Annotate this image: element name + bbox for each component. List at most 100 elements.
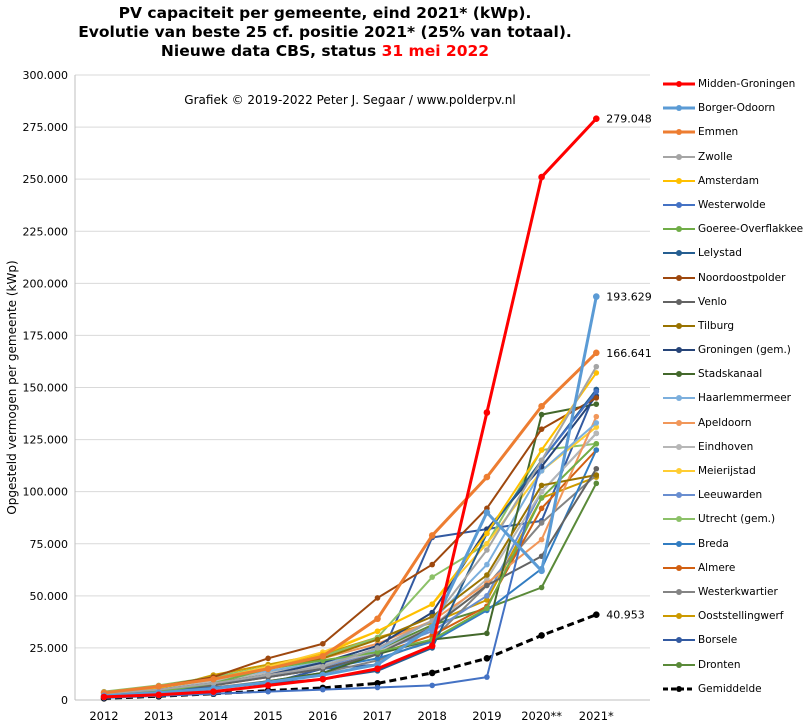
legend-label: Meierijstad	[698, 465, 756, 477]
data-point-borger-odoorn	[483, 509, 491, 516]
legend-swatch	[663, 516, 695, 523]
data-point-eindhoven	[593, 430, 600, 437]
legend-swatch	[663, 564, 695, 571]
legend-item: Tilburg	[660, 318, 811, 342]
data-point-tilburg	[593, 472, 600, 478]
data-point-leeuwarden	[484, 593, 490, 599]
y-tick-label: 175.000	[23, 329, 69, 342]
data-point-haarlemmermeer	[484, 561, 490, 568]
data-point-midden-groningen	[100, 693, 108, 701]
data-point-stadskanaal	[538, 411, 545, 418]
data-point-borger-odoorn	[593, 293, 600, 300]
data-point-venlo	[593, 465, 600, 472]
data-point-midden-groningen	[428, 642, 436, 650]
legend-label: Stadskanaal	[698, 368, 763, 381]
value-label: 193.629	[606, 291, 652, 304]
legend-label: Amsterdam	[698, 174, 759, 187]
data-point-dronten	[593, 480, 600, 487]
data-point-dronten	[538, 584, 545, 591]
legend-label: Dronten	[698, 658, 741, 671]
legend-label: Almere	[698, 561, 736, 574]
legend-label: Haarlemmermeer	[698, 392, 791, 405]
y-tick-label: 150.000	[23, 382, 69, 395]
data-point-amsterdam	[374, 628, 381, 635]
series-line-midden-groningen	[103, 117, 598, 699]
legend-item: Westerkwartier	[660, 584, 811, 608]
data-point-amsterdam	[593, 370, 600, 376]
series-line-emmen	[103, 351, 598, 695]
legend-item: Leeuwarden	[660, 487, 811, 511]
data-point-noordoostpolder	[429, 561, 436, 568]
legend-item: Emmen	[660, 124, 811, 148]
data-point-gemiddelde	[428, 669, 436, 677]
data-point-zwolle	[374, 645, 381, 651]
chart-title-line-2: Evolutie van beste 25 cf. positie 2021* …	[78, 23, 572, 41]
legend-item: Stadskanaal	[660, 366, 811, 390]
legend-item: Almere	[660, 560, 811, 584]
legend-label: Ooststellingwerf	[698, 610, 784, 623]
data-point-noordoostpolder	[265, 655, 271, 662]
chart-credit: Grafiek © 2019-2022 Peter J. Segaar / ww…	[184, 93, 516, 107]
chart-legend: Midden-Groningen Borger-Odoorn Emmen Zwolle…	[660, 76, 811, 705]
y-tick-label: 0	[61, 694, 68, 707]
legend-swatch	[663, 129, 695, 136]
data-point-amsterdam	[429, 601, 436, 607]
y-tick-label: 50.000	[30, 590, 69, 603]
data-point-zwolle	[320, 663, 326, 670]
data-point-midden-groningen	[155, 691, 162, 699]
legend-swatch	[663, 588, 695, 595]
data-point-borger-odoorn	[428, 623, 436, 631]
data-point-gemiddelde	[593, 611, 600, 618]
legend-item: Zwolle	[660, 149, 811, 173]
series-line-westerwolde	[103, 391, 598, 699]
y-tick-label: 125.000	[23, 434, 69, 447]
data-point-emmen	[155, 683, 162, 690]
data-point-eindhoven	[484, 576, 490, 582]
legend-item: Lelystad	[660, 245, 811, 269]
data-point-amsterdam	[538, 447, 545, 453]
legend-label: Lelystad	[698, 247, 742, 260]
series-line-haarlemmermeer	[103, 422, 597, 694]
data-point-emmen	[264, 665, 272, 673]
x-tick-label: 2019	[472, 709, 501, 723]
legend-swatch	[663, 371, 695, 378]
x-tick-label: 2017	[363, 709, 392, 723]
y-tick-label: 300.000	[23, 69, 69, 82]
data-point-emmen	[538, 402, 545, 410]
y-tick-label: 225.000	[23, 225, 69, 238]
data-point-midden-groningen	[538, 173, 545, 181]
y-tick-label: 75.000	[30, 538, 69, 551]
y-tick-label: 100.000	[23, 486, 69, 499]
legend-item: Utrecht (gem.)	[660, 511, 811, 535]
legend-item: Westerwolde	[660, 197, 811, 221]
legend-item: Gemiddelde	[660, 681, 811, 705]
data-point-meierijstad	[593, 424, 600, 430]
legend-item: Goeree-Overflakkee	[660, 221, 811, 245]
data-point-breda	[374, 655, 381, 662]
y-tick-label: 250.000	[23, 173, 69, 186]
data-point-emmen	[483, 473, 491, 481]
legend-item: Ooststellingwerf	[660, 608, 811, 632]
y-axis-title: Opgesteld vermogen per gemeente (kWp)	[5, 260, 19, 514]
legend-label: Goeree-Overflakkee	[698, 223, 804, 236]
legend-label: Midden-Groningen	[698, 78, 796, 90]
legend-swatch	[663, 395, 695, 402]
chart-title-line-3: Nieuwe data CBS, status 31 mei 2022	[0, 42, 650, 60]
data-point-goeree-overflakkee	[538, 495, 545, 501]
legend-swatch	[663, 443, 695, 450]
data-point-utrecht-gem	[429, 574, 436, 580]
legend-item: Eindhoven	[660, 439, 811, 463]
data-point-zwolle	[265, 672, 271, 678]
legend-item: Meierijstad	[660, 463, 811, 487]
legend-swatch	[663, 637, 695, 644]
legend-swatch	[663, 540, 695, 547]
data-point-apeldoorn	[593, 413, 600, 420]
y-tick-label: 200.000	[23, 277, 69, 290]
data-point-midden-groningen	[210, 688, 217, 695]
legend-item: Dronten	[660, 657, 811, 681]
data-point-tilburg	[538, 482, 545, 489]
data-point-westerkwartier	[538, 520, 545, 526]
legend-swatch	[663, 419, 695, 426]
data-point-noordoostpolder	[593, 395, 600, 401]
